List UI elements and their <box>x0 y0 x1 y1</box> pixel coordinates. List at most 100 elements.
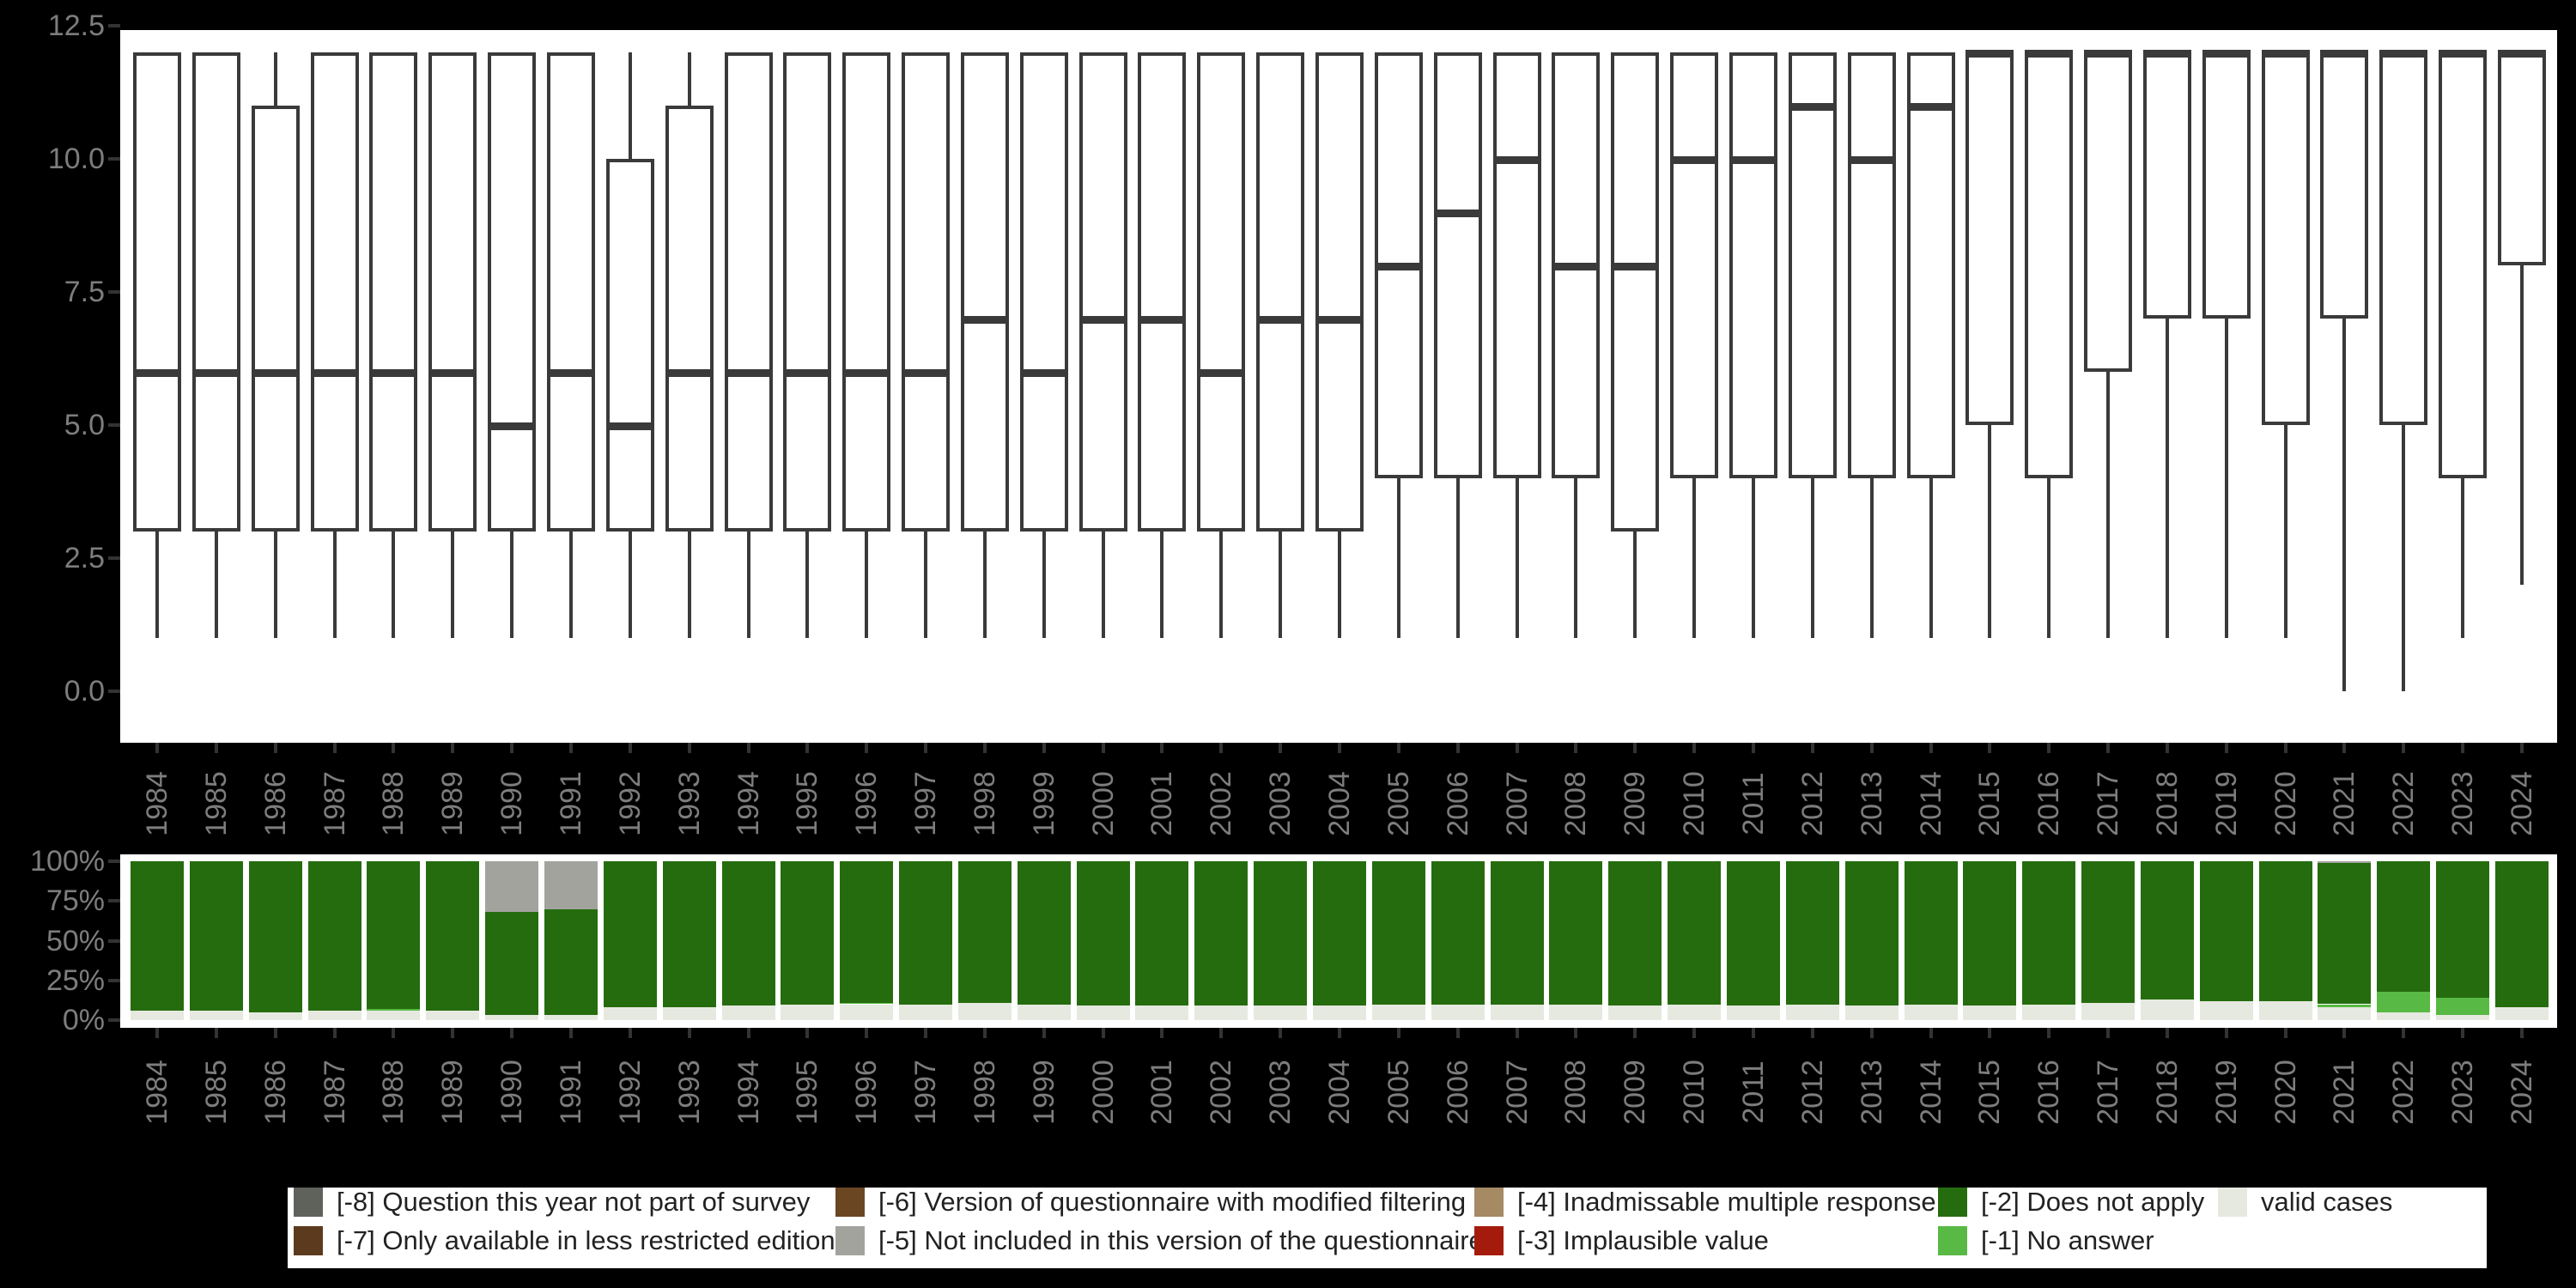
x-tick-bottom <box>2520 1028 2524 1038</box>
box-2002 <box>1197 52 1246 532</box>
box-2010 <box>1670 52 1719 478</box>
bar-segment-1993 <box>662 861 716 1008</box>
y-tick-top <box>108 24 120 27</box>
bar-segment-2010 <box>1668 861 1722 1005</box>
whisker-low-2002 <box>1219 532 1224 638</box>
box-1987 <box>310 52 359 532</box>
x-tick-bottom <box>1042 1028 1046 1038</box>
whisker-low-1999 <box>1042 532 1046 638</box>
box-1989 <box>428 52 477 532</box>
bar-segment-1991 <box>544 1015 598 1020</box>
x-tick-label-top: 1986 <box>258 771 292 836</box>
y-tick-bottom <box>108 978 120 982</box>
median-2002 <box>1197 368 1246 377</box>
x-tick-bottom <box>2106 1028 2111 1038</box>
x-tick-bottom <box>982 1028 987 1038</box>
bar-segment-2002 <box>1194 1005 1249 1020</box>
x-tick-top <box>332 743 337 753</box>
box-2017 <box>2084 52 2133 372</box>
x-tick-top <box>924 743 928 753</box>
median-1985 <box>191 368 240 377</box>
box-2023 <box>2439 52 2488 478</box>
box-1988 <box>369 52 418 532</box>
whisker-low-1989 <box>451 532 455 638</box>
x-tick-top <box>273 743 277 753</box>
x-tick-top <box>1574 743 1578 753</box>
x-tick-bottom <box>214 1028 218 1038</box>
x-tick-label-bottom: 1991 <box>554 1060 587 1125</box>
box-1997 <box>902 52 951 532</box>
whisker-low-2024 <box>2520 265 2524 585</box>
x-tick-bottom <box>1574 1028 1578 1038</box>
bar-segment-2017 <box>2081 1002 2136 1020</box>
bar-segment-1995 <box>781 1004 835 1020</box>
x-tick-label-top: 2009 <box>1619 771 1652 836</box>
x-tick-top <box>2106 743 2111 753</box>
bar-segment-2018 <box>2140 861 2194 999</box>
bar-segment-2021 <box>2318 861 2372 863</box>
x-tick-label-top: 1999 <box>1027 771 1060 836</box>
bar-segment-1999 <box>1017 1004 1071 1020</box>
bar-segment-1998 <box>957 1002 1012 1020</box>
legend-label: [-6] Version of questionnaire with modif… <box>878 1187 1467 1217</box>
median-2003 <box>1256 315 1305 324</box>
x-tick-top <box>1633 743 1637 753</box>
y-tick-label-bottom: 75% <box>46 884 105 918</box>
x-tick-label-bottom: 2011 <box>1736 1060 1770 1124</box>
x-tick-label-top: 2015 <box>1973 771 2007 836</box>
x-tick-label-top: 1991 <box>554 771 587 836</box>
x-tick-top <box>1101 743 1105 753</box>
x-tick-top <box>1869 743 1874 753</box>
x-tick-label-bottom: 2007 <box>1500 1060 1534 1125</box>
x-tick-label-top: 2001 <box>1145 771 1179 836</box>
x-tick-bottom <box>687 1028 691 1038</box>
x-tick-bottom <box>2047 1028 2051 1038</box>
box-2016 <box>2025 52 2074 478</box>
bar-segment-1994 <box>721 861 775 1006</box>
x-tick-label-top: 2021 <box>2328 771 2361 836</box>
bar-segment-1990 <box>485 912 539 1016</box>
median-1999 <box>1019 368 1068 377</box>
box-1999 <box>1019 52 1068 532</box>
x-tick-bottom <box>510 1028 514 1038</box>
x-tick-top <box>1988 743 1992 753</box>
bar-segment-2022 <box>2377 991 2431 1012</box>
box-2009 <box>1611 52 1660 532</box>
median-2011 <box>1728 155 1777 164</box>
whisker-low-2011 <box>1751 478 1755 638</box>
median-2015 <box>1965 49 2014 58</box>
box-2011 <box>1728 52 1777 478</box>
y-tick-label-top: 10.0 <box>47 143 105 175</box>
whisker-high-1986 <box>273 52 277 106</box>
bar-segment-1996 <box>840 861 894 1003</box>
whisker-low-2017 <box>2106 372 2111 638</box>
whisker-low-2021 <box>2342 319 2347 691</box>
x-tick-label-top: 2017 <box>2092 771 2125 836</box>
bar-segment-2001 <box>1135 1005 1189 1020</box>
x-tick-bottom <box>568 1028 573 1038</box>
bar-segment-2003 <box>1254 1005 1308 1020</box>
bar-segment-2004 <box>1313 861 1366 1006</box>
whisker-low-2003 <box>1279 532 1283 638</box>
bar-segment-2023 <box>2436 1015 2490 1020</box>
x-tick-label-top: 2005 <box>1382 771 1415 836</box>
legend: [-8] Question this year not part of surv… <box>288 1188 2487 1268</box>
x-tick-label-top: 2004 <box>1323 771 1356 836</box>
x-tick-top <box>628 743 632 753</box>
x-tick-label-top: 1988 <box>377 771 410 836</box>
legend-swatch <box>2218 1188 2247 1217</box>
bar-segment-2023 <box>2436 998 2490 1016</box>
bar-segment-2016 <box>2022 1004 2076 1020</box>
x-tick-label-top: 1994 <box>732 771 765 836</box>
y-tick-top <box>108 556 120 560</box>
bar-segment-2014 <box>1904 861 1958 1005</box>
bar-segment-1987 <box>307 1010 361 1020</box>
legend-swatch <box>294 1188 323 1217</box>
whisker-low-1996 <box>865 532 869 638</box>
whisker-low-2022 <box>2402 425 2406 691</box>
bar-segment-2002 <box>1194 861 1249 1006</box>
x-tick-label-top: 1990 <box>495 771 529 836</box>
x-tick-bottom <box>2224 1028 2228 1038</box>
x-tick-label-bottom: 1989 <box>436 1060 470 1125</box>
